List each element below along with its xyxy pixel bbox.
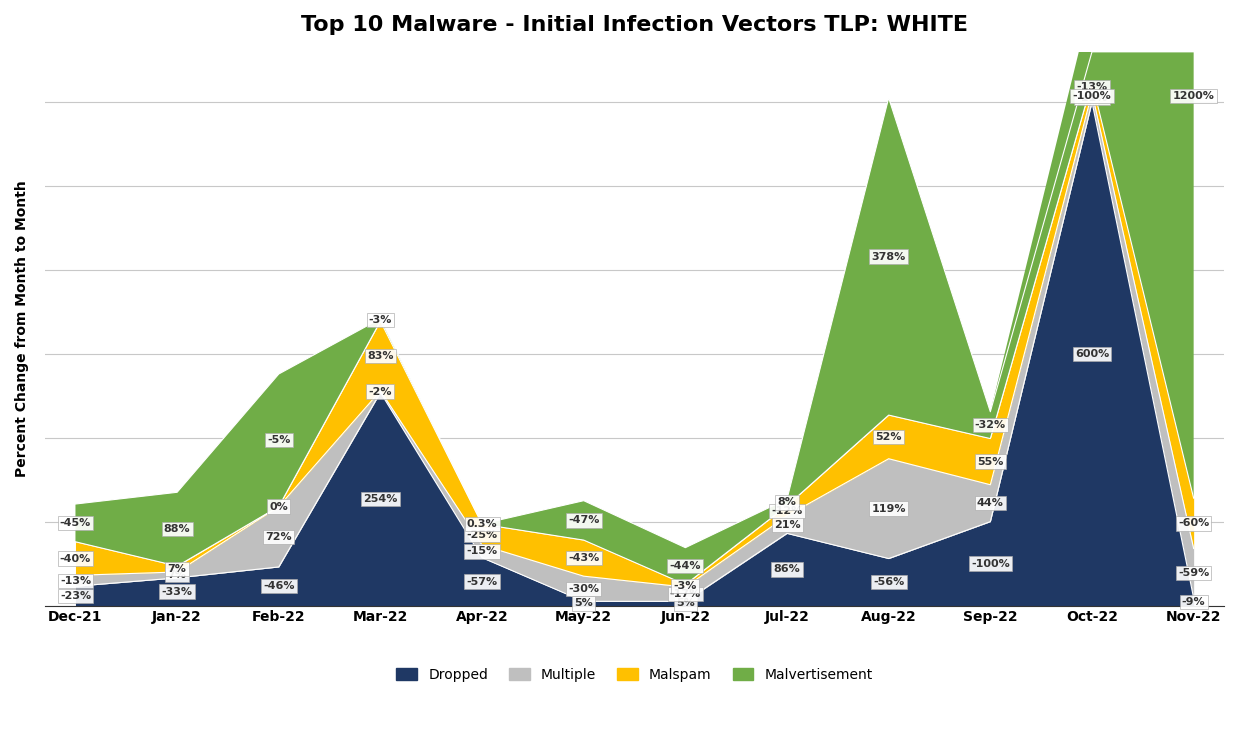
Text: -47%: -47% <box>568 516 600 525</box>
Text: -25%: -25% <box>467 530 498 539</box>
Text: -59%: -59% <box>1177 568 1210 578</box>
Text: -2%: -2% <box>369 387 392 396</box>
Text: -33%: -33% <box>161 587 193 597</box>
Text: -5%: -5% <box>267 435 291 445</box>
Text: 52%: 52% <box>876 432 902 442</box>
Text: 5%: 5% <box>574 599 594 608</box>
Text: -100%: -100% <box>971 559 1010 568</box>
Text: 83%: 83% <box>368 351 394 361</box>
Text: -3%: -3% <box>369 315 392 325</box>
Text: 8%: 8% <box>777 497 796 508</box>
Text: -11%: -11% <box>1077 93 1108 102</box>
Text: 0%: 0% <box>270 502 288 511</box>
Text: 0.3%: 0.3% <box>467 519 497 529</box>
Text: 86%: 86% <box>774 565 800 574</box>
Title: Top 10 Malware - Initial Infection Vectors TLP: WHITE: Top 10 Malware - Initial Infection Vecto… <box>301 15 968 35</box>
Text: -30%: -30% <box>569 584 599 594</box>
Text: -3%: -3% <box>673 581 697 591</box>
Text: -9%: -9% <box>1182 597 1206 607</box>
Text: 44%: 44% <box>977 498 1004 508</box>
Text: -45%: -45% <box>60 518 91 528</box>
Text: 7%: 7% <box>168 570 186 580</box>
Text: -15%: -15% <box>467 546 498 556</box>
Text: -13%: -13% <box>60 576 91 586</box>
Text: -12%: -12% <box>771 506 802 516</box>
Text: -57%: -57% <box>467 576 498 587</box>
Legend: Dropped, Multiple, Malspam, Malvertisement: Dropped, Multiple, Malspam, Malvertiseme… <box>391 662 878 688</box>
Text: 1200%: 1200% <box>1172 91 1215 101</box>
Text: 21%: 21% <box>774 519 800 530</box>
Text: 5%: 5% <box>676 599 694 608</box>
Text: -23%: -23% <box>60 591 91 601</box>
Text: -17%: -17% <box>669 589 700 599</box>
Text: 55%: 55% <box>977 456 1004 467</box>
Text: -60%: -60% <box>1177 518 1210 528</box>
Text: 254%: 254% <box>363 494 397 504</box>
Text: 378%: 378% <box>872 251 905 262</box>
Text: 600%: 600% <box>1074 349 1109 359</box>
Text: -56%: -56% <box>873 577 904 587</box>
Text: 7%: 7% <box>168 564 186 574</box>
Text: -40%: -40% <box>60 554 91 564</box>
Text: -32%: -32% <box>975 420 1006 431</box>
Text: 72%: 72% <box>266 532 292 542</box>
Y-axis label: Percent Change from Month to Month: Percent Change from Month to Month <box>15 180 29 477</box>
Text: -44%: -44% <box>669 561 702 571</box>
Text: -13%: -13% <box>1077 82 1108 93</box>
Text: 119%: 119% <box>872 504 905 514</box>
Text: -46%: -46% <box>263 581 294 591</box>
Text: -43%: -43% <box>568 553 600 563</box>
Text: 88%: 88% <box>164 524 190 534</box>
Text: -100%: -100% <box>1073 91 1112 101</box>
